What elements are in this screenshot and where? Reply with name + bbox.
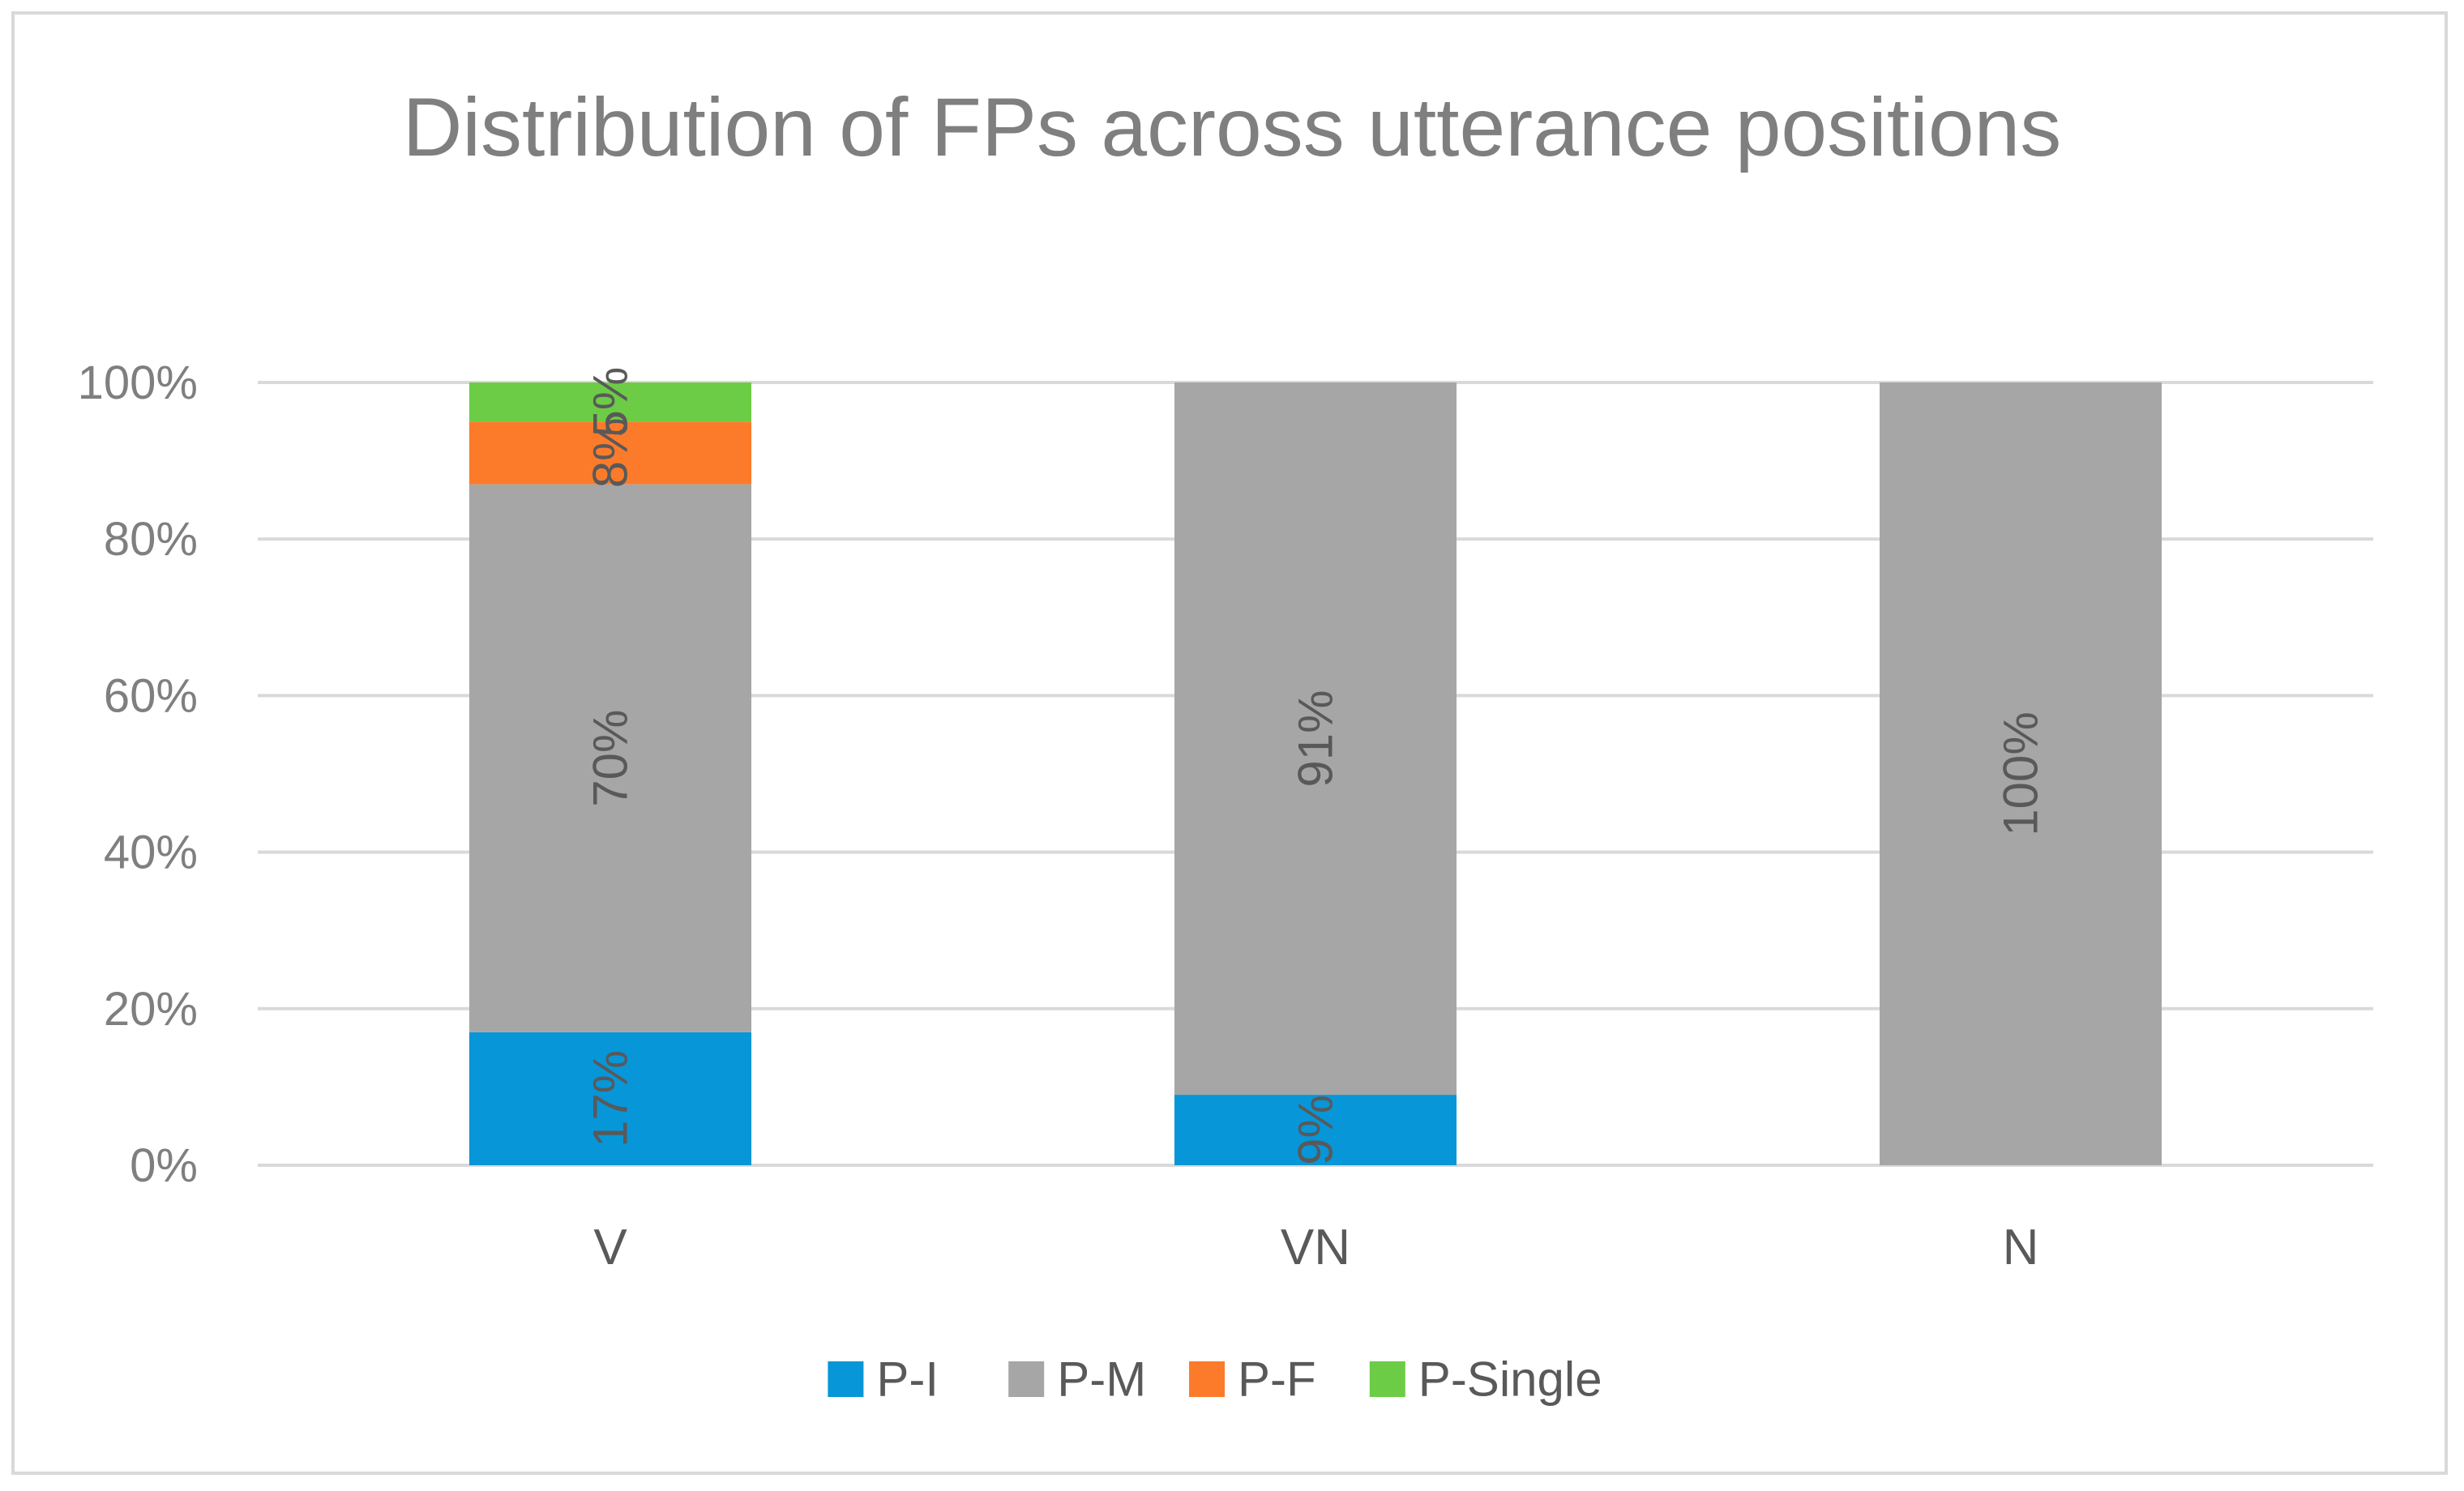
chart-title: Distribution of FPs across utterance pos… (403, 81, 2062, 173)
bars (469, 382, 2162, 1165)
data-label: 91% (1289, 690, 1343, 787)
y-tick-label: 40% (104, 827, 198, 879)
bar-segment (469, 382, 751, 422)
legend: P-I P-M P-F P-Single (828, 1352, 1602, 1407)
x-category-label: N (2003, 1220, 2039, 1275)
bar-segment (1174, 1095, 1457, 1165)
bar-segment (1880, 382, 2162, 1165)
legend-label: P-Single (1418, 1352, 1602, 1407)
x-axis-categories: V VN N (593, 1220, 2038, 1275)
y-tick-label: 60% (104, 669, 198, 722)
data-labels: 17% 70% 8%5% 9% 91% 100% (584, 367, 2048, 1165)
y-axis-ticks: 0% 20% 40% 60% 80% 100% (78, 357, 198, 1192)
legend-swatch (828, 1361, 864, 1397)
x-category-label: V (593, 1220, 627, 1275)
bar-segment (469, 421, 751, 485)
data-label: 9% (1289, 1095, 1343, 1165)
legend-label: P-F (1238, 1352, 1316, 1407)
legend-label: P-I (876, 1352, 939, 1407)
data-label: 8% (584, 418, 638, 489)
data-label: 17% (584, 1050, 638, 1147)
data-label: 70% (584, 710, 638, 807)
x-category-label: VN (1281, 1220, 1350, 1275)
y-tick-label: 20% (104, 983, 198, 1036)
y-tick-label: 0% (130, 1139, 198, 1192)
bar-segment (1174, 382, 1457, 1096)
legend-label: P-M (1057, 1352, 1146, 1407)
data-label: 100% (1994, 711, 2048, 835)
y-tick-label: 80% (104, 513, 198, 566)
y-tick-label: 100% (78, 357, 198, 409)
bar-segment (469, 484, 751, 1032)
bar-segment (469, 1032, 751, 1165)
data-label: 5% (584, 367, 638, 438)
legend-swatch (1369, 1361, 1405, 1397)
legend-swatch (1189, 1361, 1225, 1397)
legend-swatch (1008, 1361, 1045, 1397)
